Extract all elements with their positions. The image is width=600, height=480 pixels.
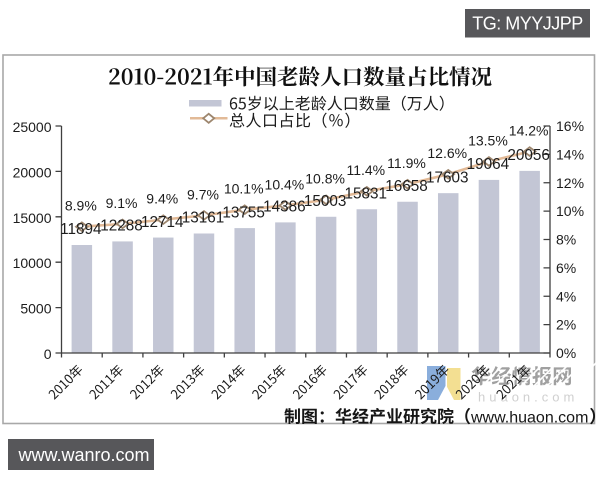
svg-text:8%: 8%: [556, 232, 576, 248]
svg-text:16658: 16658: [385, 178, 428, 195]
svg-text:4%: 4%: [556, 288, 576, 304]
svg-text:13755: 13755: [222, 204, 265, 221]
svg-text:14386: 14386: [263, 199, 306, 216]
svg-text:20000: 20000: [13, 164, 52, 180]
svg-text:10.4%: 10.4%: [265, 176, 305, 192]
svg-text:25000: 25000: [13, 119, 52, 135]
svg-text:8.9%: 8.9%: [65, 198, 97, 214]
svg-text:5000: 5000: [20, 301, 51, 317]
svg-text:13.5%: 13.5%: [468, 132, 508, 148]
svg-text:www.huaon.com: www.huaon.com: [470, 410, 588, 427]
svg-text:9.1%: 9.1%: [106, 195, 138, 211]
svg-text:16%: 16%: [556, 118, 584, 134]
svg-text:10%: 10%: [556, 203, 584, 219]
svg-text:14%: 14%: [556, 146, 584, 162]
svg-text:13161: 13161: [182, 210, 225, 227]
svg-text:12.6%: 12.6%: [427, 145, 467, 161]
svg-text:15000: 15000: [13, 210, 52, 226]
svg-text:11.9%: 11.9%: [387, 155, 426, 171]
svg-text:14.2%: 14.2%: [509, 122, 549, 138]
svg-text:0: 0: [44, 346, 52, 362]
svg-text:9.4%: 9.4%: [146, 191, 178, 207]
svg-text:huaon.com: huaon.com: [478, 390, 578, 405]
svg-text:15003: 15003: [304, 193, 347, 210]
svg-text:10000: 10000: [13, 255, 52, 271]
svg-text:15831: 15831: [345, 185, 388, 202]
svg-text:TG: MYYJJPP: TG: MYYJJPP: [472, 14, 583, 34]
svg-text:11894: 11894: [60, 221, 102, 238]
svg-text:2%: 2%: [556, 317, 576, 333]
svg-text:10.1%: 10.1%: [224, 181, 264, 197]
svg-text:17603: 17603: [426, 169, 469, 186]
svg-text:12714: 12714: [141, 214, 184, 231]
svg-text:www.wanro.com: www.wanro.com: [18, 445, 150, 465]
svg-text:19064: 19064: [467, 156, 510, 173]
svg-text:0%: 0%: [556, 345, 576, 361]
svg-text:12288: 12288: [100, 218, 143, 235]
svg-text:12%: 12%: [556, 175, 584, 191]
svg-text:20056: 20056: [507, 147, 550, 164]
svg-text:11.4%: 11.4%: [346, 162, 385, 178]
svg-text:9.7%: 9.7%: [187, 186, 219, 202]
svg-text:10.8%: 10.8%: [305, 171, 345, 187]
svg-text:6%: 6%: [556, 260, 576, 276]
